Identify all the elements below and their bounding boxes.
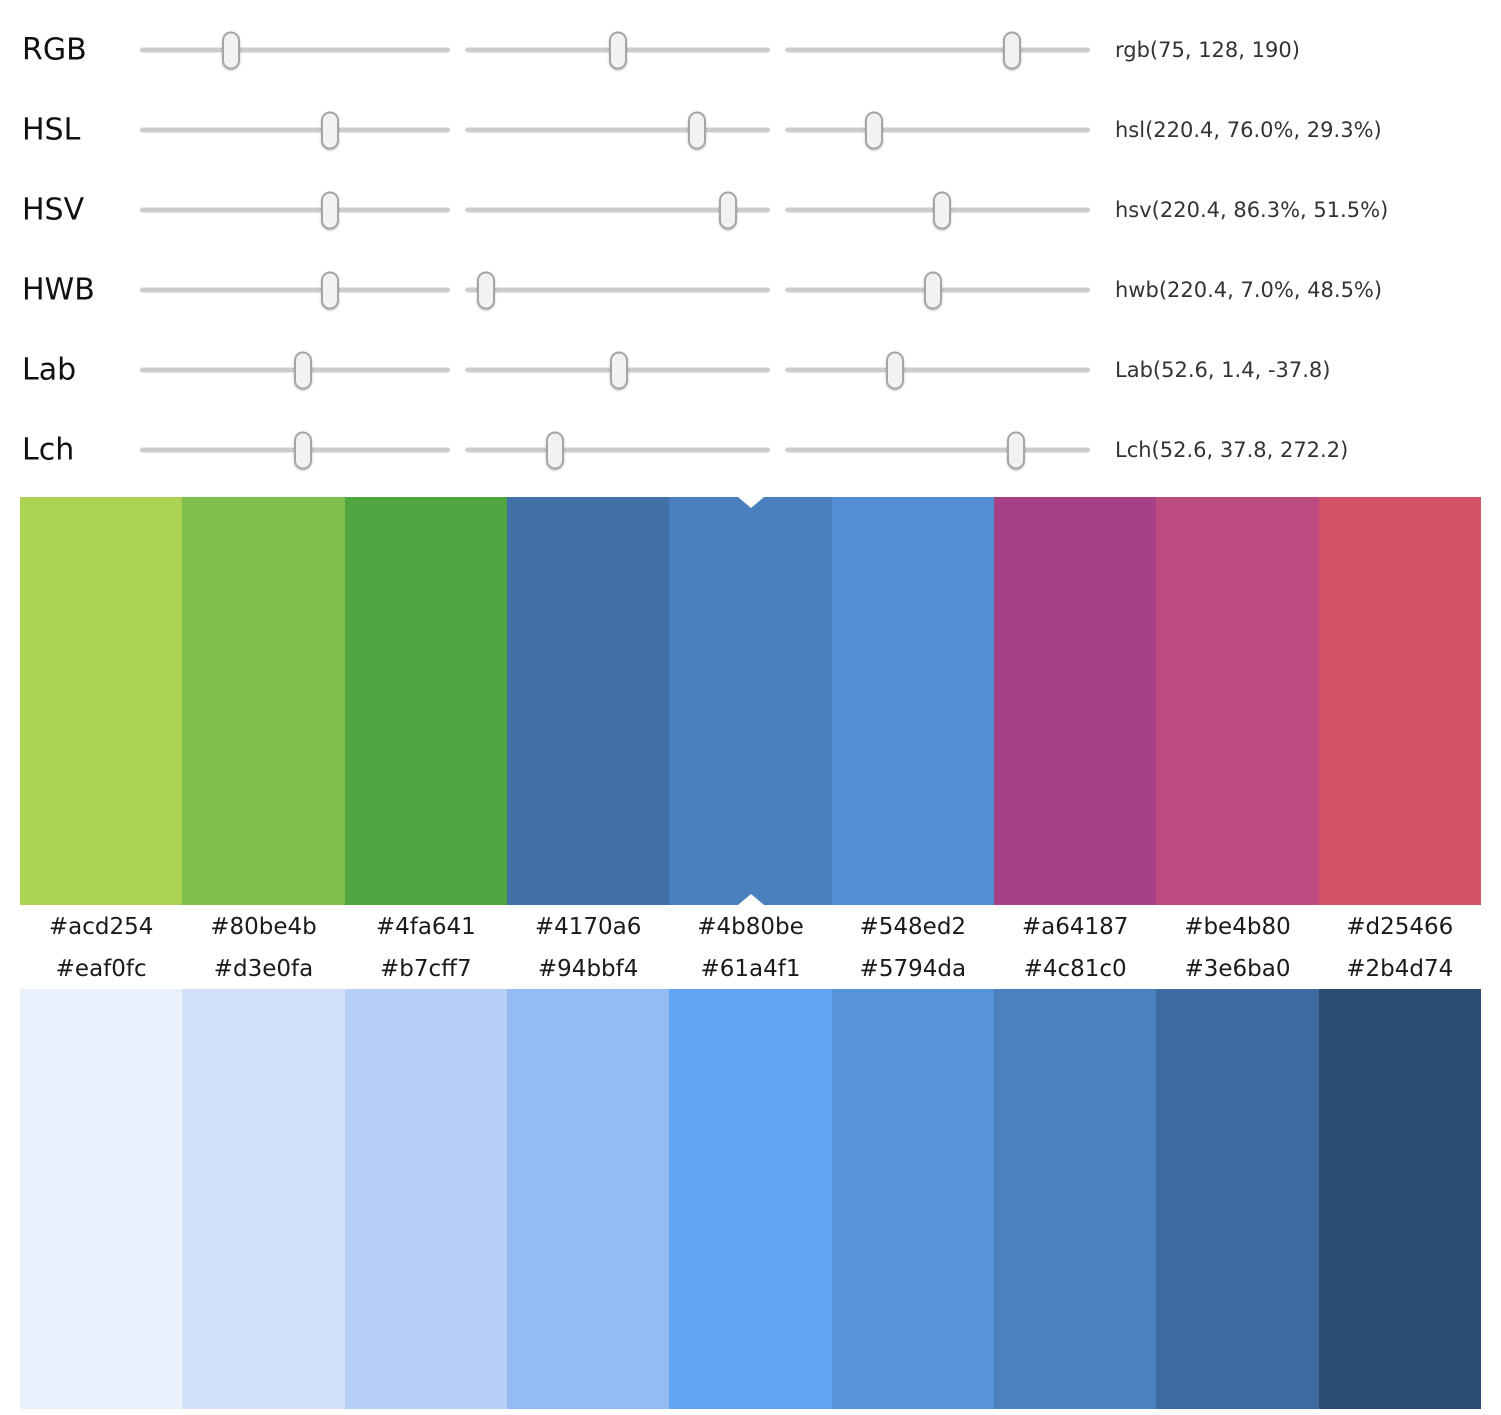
shade-palette-swatch[interactable]: [1156, 989, 1319, 1409]
hue-palette-swatch[interactable]: [1156, 497, 1319, 905]
rgb-value-text: rgb(75, 128, 190): [1115, 38, 1300, 62]
hue-palette-swatch[interactable]: [831, 497, 994, 905]
lab-l-slider-handle[interactable]: [294, 351, 313, 389]
hue-palette-swatch[interactable]: [1318, 497, 1481, 905]
hue-palette-hex-label: #a64187: [1021, 914, 1129, 940]
hue-palette-hex-labels: #acd254 #80be4b #4fa641 #4170a6 #4b80be #548e…: [20, 905, 1481, 949]
hue-palette-hex-label: #80be4b: [210, 914, 317, 940]
shade-palette-swatch[interactable]: [344, 989, 507, 1409]
hue-palette-hex-label: #4b80be: [697, 914, 804, 940]
hsl-s-slider-track[interactable]: [465, 111, 770, 149]
hsl-l-slider-track[interactable]: [785, 111, 1090, 149]
shade-palette: [20, 989, 1481, 1409]
hue-palette-swatch[interactable]: [669, 497, 832, 905]
shade-palette-hex-label: #eaf0fc: [55, 956, 147, 982]
hsv-value-text: hsv(220.4, 86.3%, 51.5%): [1115, 198, 1389, 222]
hue-palette-swatch[interactable]: [506, 497, 670, 905]
shade-palette-hex-label: #4c81c0: [1023, 956, 1127, 982]
rgb-r-slider-track[interactable]: [140, 31, 450, 69]
lch-c-slider-track[interactable]: [465, 431, 770, 469]
shade-palette-hex-label: #2b4d74: [1346, 956, 1454, 982]
hsv-h-slider-handle[interactable]: [320, 191, 339, 229]
hwb-b-slider-track[interactable]: [785, 271, 1090, 309]
rgb-b-slider-handle[interactable]: [1003, 31, 1022, 69]
colorspace-label-rgb: RGB: [22, 32, 87, 68]
hsl-s-slider-handle[interactable]: [687, 111, 706, 149]
shade-palette-hex-label: #5794da: [859, 956, 967, 982]
hwb-w-slider-handle[interactable]: [477, 271, 496, 309]
slider-row-lch: Lch Lch(52.6, 37.8, 272.2): [0, 410, 1501, 490]
shade-palette-swatch[interactable]: [831, 989, 994, 1409]
slider-row-hsl: HSL hsl(220.4, 76.0%, 29.3%): [0, 90, 1501, 170]
slider-row-lab: Lab Lab(52.6, 1.4, -37.8): [0, 330, 1501, 410]
slider-row-hsv: HSV hsv(220.4, 86.3%, 51.5%): [0, 170, 1501, 250]
hue-palette-hex-label: #548ed2: [859, 914, 967, 940]
rgb-b-slider-track[interactable]: [785, 31, 1090, 69]
hsv-s-slider-track[interactable]: [465, 191, 770, 229]
shade-palette-swatch[interactable]: [993, 989, 1157, 1409]
hwb-b-slider-handle[interactable]: [923, 271, 942, 309]
shade-palette-swatch[interactable]: [20, 989, 183, 1409]
selected-color-notch: [737, 894, 764, 905]
lab-a-slider-handle[interactable]: [610, 351, 629, 389]
shade-palette-hex-label: #d3e0fa: [213, 956, 314, 982]
selected-color-notch: [737, 497, 764, 508]
hwb-h-slider-track[interactable]: [140, 271, 450, 309]
lch-h-slider-handle[interactable]: [1006, 431, 1025, 469]
hue-palette: [20, 497, 1481, 905]
slider-row-rgb: RGB rgb(75, 128, 190): [0, 10, 1501, 90]
shade-palette-hex-labels: #eaf0fc #d3e0fa #b7cff7 #94bbf4 #61a4f1 #5794…: [20, 949, 1481, 989]
shade-palette-hex-label: #b7cff7: [380, 956, 472, 982]
hue-palette-swatch[interactable]: [182, 497, 345, 905]
shade-palette-hex-label: #3e6ba0: [1184, 956, 1291, 982]
lab-b-slider-track[interactable]: [785, 351, 1090, 389]
hsl-h-slider-handle[interactable]: [320, 111, 339, 149]
hsl-value-text: hsl(220.4, 76.0%, 29.3%): [1115, 118, 1382, 142]
colorspace-label-lch: Lch: [22, 432, 75, 468]
lab-l-slider-track[interactable]: [140, 351, 450, 389]
rgb-g-slider-track[interactable]: [465, 31, 770, 69]
hsl-h-slider-track[interactable]: [140, 111, 450, 149]
lab-value-text: Lab(52.6, 1.4, -37.8): [1115, 358, 1331, 382]
hsv-v-slider-track[interactable]: [785, 191, 1090, 229]
hsv-h-slider-track[interactable]: [140, 191, 450, 229]
rgb-r-slider-handle[interactable]: [222, 31, 241, 69]
colorspace-label-lab: Lab: [22, 352, 77, 388]
shade-palette-swatch[interactable]: [506, 989, 670, 1409]
hwb-value-text: hwb(220.4, 7.0%, 48.5%): [1115, 278, 1383, 302]
colorspace-label-hsv: HSV: [22, 192, 85, 228]
hwb-h-slider-handle[interactable]: [320, 271, 339, 309]
lch-h-slider-track[interactable]: [785, 431, 1090, 469]
shade-palette-hex-label: #94bbf4: [537, 956, 639, 982]
hsv-s-slider-handle[interactable]: [719, 191, 738, 229]
hue-palette-swatch[interactable]: [20, 497, 183, 905]
hue-palette-hex-label: #4170a6: [534, 914, 642, 940]
slider-panel: RGB rgb(75, 128, 190) HSL hsl(220.4, 76.…: [0, 0, 1501, 490]
lch-l-slider-handle[interactable]: [294, 431, 313, 469]
slider-row-hwb: HWB hwb(220.4, 7.0%, 48.5%): [0, 250, 1501, 330]
hwb-w-slider-track[interactable]: [465, 271, 770, 309]
lch-l-slider-track[interactable]: [140, 431, 450, 469]
lab-a-slider-track[interactable]: [465, 351, 770, 389]
rgb-g-slider-handle[interactable]: [609, 31, 628, 69]
hsl-l-slider-handle[interactable]: [865, 111, 884, 149]
hsv-v-slider-handle[interactable]: [933, 191, 952, 229]
shade-palette-hex-label: #61a4f1: [700, 956, 801, 982]
hue-palette-swatch[interactable]: [344, 497, 507, 905]
lch-value-text: Lch(52.6, 37.8, 272.2): [1115, 438, 1349, 462]
lch-c-slider-handle[interactable]: [545, 431, 564, 469]
hue-palette-hex-label: #4fa641: [375, 914, 476, 940]
shade-palette-swatch[interactable]: [669, 989, 832, 1409]
hue-palette-swatch[interactable]: [993, 497, 1157, 905]
hue-palette-hex-label: #acd254: [48, 914, 154, 940]
hue-palette-hex-label: #d25466: [1346, 914, 1454, 940]
colorspace-label-hwb: HWB: [22, 272, 95, 308]
shade-palette-swatch[interactable]: [182, 989, 345, 1409]
hue-palette-hex-label: #be4b80: [1184, 914, 1291, 940]
lab-b-slider-handle[interactable]: [885, 351, 904, 389]
shade-palette-swatch[interactable]: [1318, 989, 1481, 1409]
colorspace-label-hsl: HSL: [22, 112, 81, 148]
